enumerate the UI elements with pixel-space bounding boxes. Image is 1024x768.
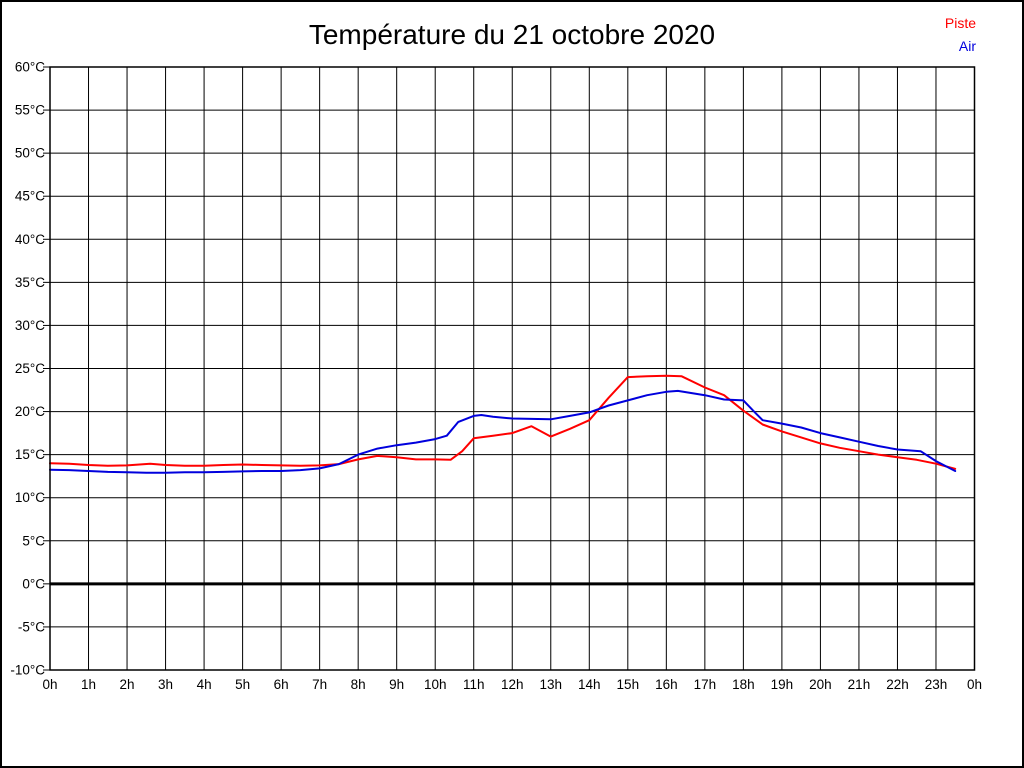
plot-frame xyxy=(49,66,976,671)
y-axis-label: 55°C xyxy=(15,103,45,118)
legend-item-air: Air xyxy=(958,38,976,54)
x-axis-label: 0h xyxy=(967,677,982,692)
y-axis-label: -5°C xyxy=(18,619,45,634)
y-axis-label: 15°C xyxy=(15,447,45,462)
x-axis-label: 5h xyxy=(235,677,250,692)
y-axis-labels: 60°C 55°C 50°C 45°C 40°C 35°C 30°C 25°C 20°C 15°C… xyxy=(10,60,45,678)
x-axis-label: 21h xyxy=(848,677,871,692)
y-axis-label: 20°C xyxy=(15,404,45,419)
y-axis-label: 50°C xyxy=(15,146,45,161)
series-line-piste xyxy=(49,374,957,470)
x-axis-label: 4h xyxy=(197,677,212,692)
y-axis-label: 40°C xyxy=(15,232,45,247)
x-axis-label: 22h xyxy=(886,677,909,692)
x-axis-label: 23h xyxy=(925,677,948,692)
x-axis-label: 0h xyxy=(42,677,57,692)
x-axis-label: 20h xyxy=(809,677,832,692)
legend-item-piste: Piste xyxy=(944,15,976,31)
x-axis-label: 19h xyxy=(771,677,794,692)
chart-legend: Piste Air xyxy=(945,12,976,58)
x-axis-label: 3h xyxy=(158,677,173,692)
x-axis-label: 8h xyxy=(351,677,366,692)
y-axis-label: 25°C xyxy=(15,361,45,376)
x-axis-labels: 0h 1h 2h 3h 4h 5h 6h 7h 8h 9h 10h 11h 12h 13h 14h 15h 16… xyxy=(42,677,982,692)
y-axis-label: 5°C xyxy=(22,533,45,548)
x-axis-label: 13h xyxy=(540,677,563,692)
x-axis-label: 1h xyxy=(81,677,96,692)
y-axis-label: 45°C xyxy=(15,189,45,204)
x-axis-label: 9h xyxy=(389,677,404,692)
x-axis-label: 12h xyxy=(501,677,524,692)
x-axis-label: 11h xyxy=(463,677,485,692)
chart-title: Température du 21 octobre 2020 xyxy=(308,19,716,50)
x-axis-label: 16h xyxy=(655,677,678,692)
y-axis-label: 30°C xyxy=(15,318,45,333)
y-axis-label: 10°C xyxy=(15,490,45,505)
x-axis-label: 17h xyxy=(694,677,717,692)
series-lines xyxy=(49,374,957,474)
y-axis-label: 60°C xyxy=(15,60,45,75)
y-axis-label: 0°C xyxy=(22,576,45,591)
x-axis-label: 6h xyxy=(274,677,289,692)
series-line-air xyxy=(49,389,957,474)
y-axis-label: 35°C xyxy=(15,275,45,290)
x-axis-label: 2h xyxy=(120,677,135,692)
x-axis-label: 10h xyxy=(424,677,447,692)
x-axis-label: 18h xyxy=(732,677,755,692)
y-axis-label: -10°C xyxy=(10,663,45,678)
x-axis-label: 14h xyxy=(578,677,601,692)
y-axis-ticks xyxy=(43,66,50,671)
x-axis-label: 7h xyxy=(312,677,327,692)
x-axis-label: 15h xyxy=(617,677,640,692)
